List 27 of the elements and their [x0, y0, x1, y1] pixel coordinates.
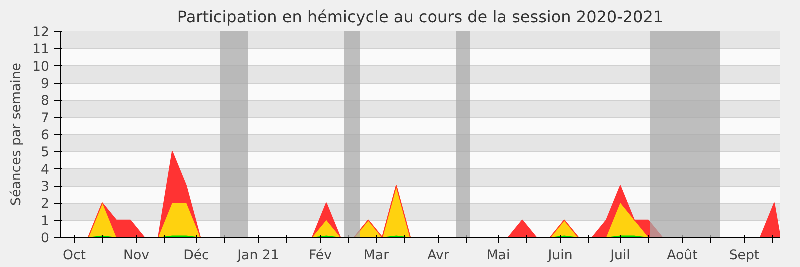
- x-tick-label: Juil: [610, 248, 630, 264]
- x-tick-label: Mai: [486, 248, 510, 264]
- x-tick-label: Juin: [547, 248, 573, 264]
- x-tick-label: Mar: [364, 248, 390, 264]
- y-tick-label: 11: [32, 42, 50, 58]
- x-tick-label: Fév: [308, 248, 332, 264]
- y-tick-label: 5: [41, 146, 50, 161]
- y-tick-label: 9: [41, 77, 50, 92]
- x-tick-label: Jan 21: [236, 248, 280, 264]
- x-tick-label: Oct: [62, 248, 86, 264]
- x-tick-label: Avr: [428, 248, 450, 264]
- y-tick-label: 4: [41, 162, 50, 178]
- y-tick-label: 6: [41, 128, 50, 144]
- x-tick-label: Déc: [184, 248, 210, 264]
- y-tick-label: 1: [41, 214, 50, 230]
- x-tick-label: Nov: [123, 248, 150, 264]
- y-tick-label: 7: [41, 111, 50, 126]
- y-tick-label: 12: [32, 26, 50, 40]
- x-tick-label: Sept: [729, 248, 760, 264]
- y-axis-title: Séances par semaine: [10, 63, 25, 206]
- chart-title: Participation en hémicycle au cours de la session 2020-2021: [177, 8, 664, 26]
- y-tick-label: 0: [41, 232, 50, 246]
- y-tick-label: 2: [41, 197, 50, 212]
- y-tick-label: 10: [32, 60, 50, 75]
- y-tick-label: 3: [41, 180, 50, 195]
- x-tick-label: Août: [667, 248, 698, 264]
- y-tick-label: 8: [41, 94, 50, 110]
